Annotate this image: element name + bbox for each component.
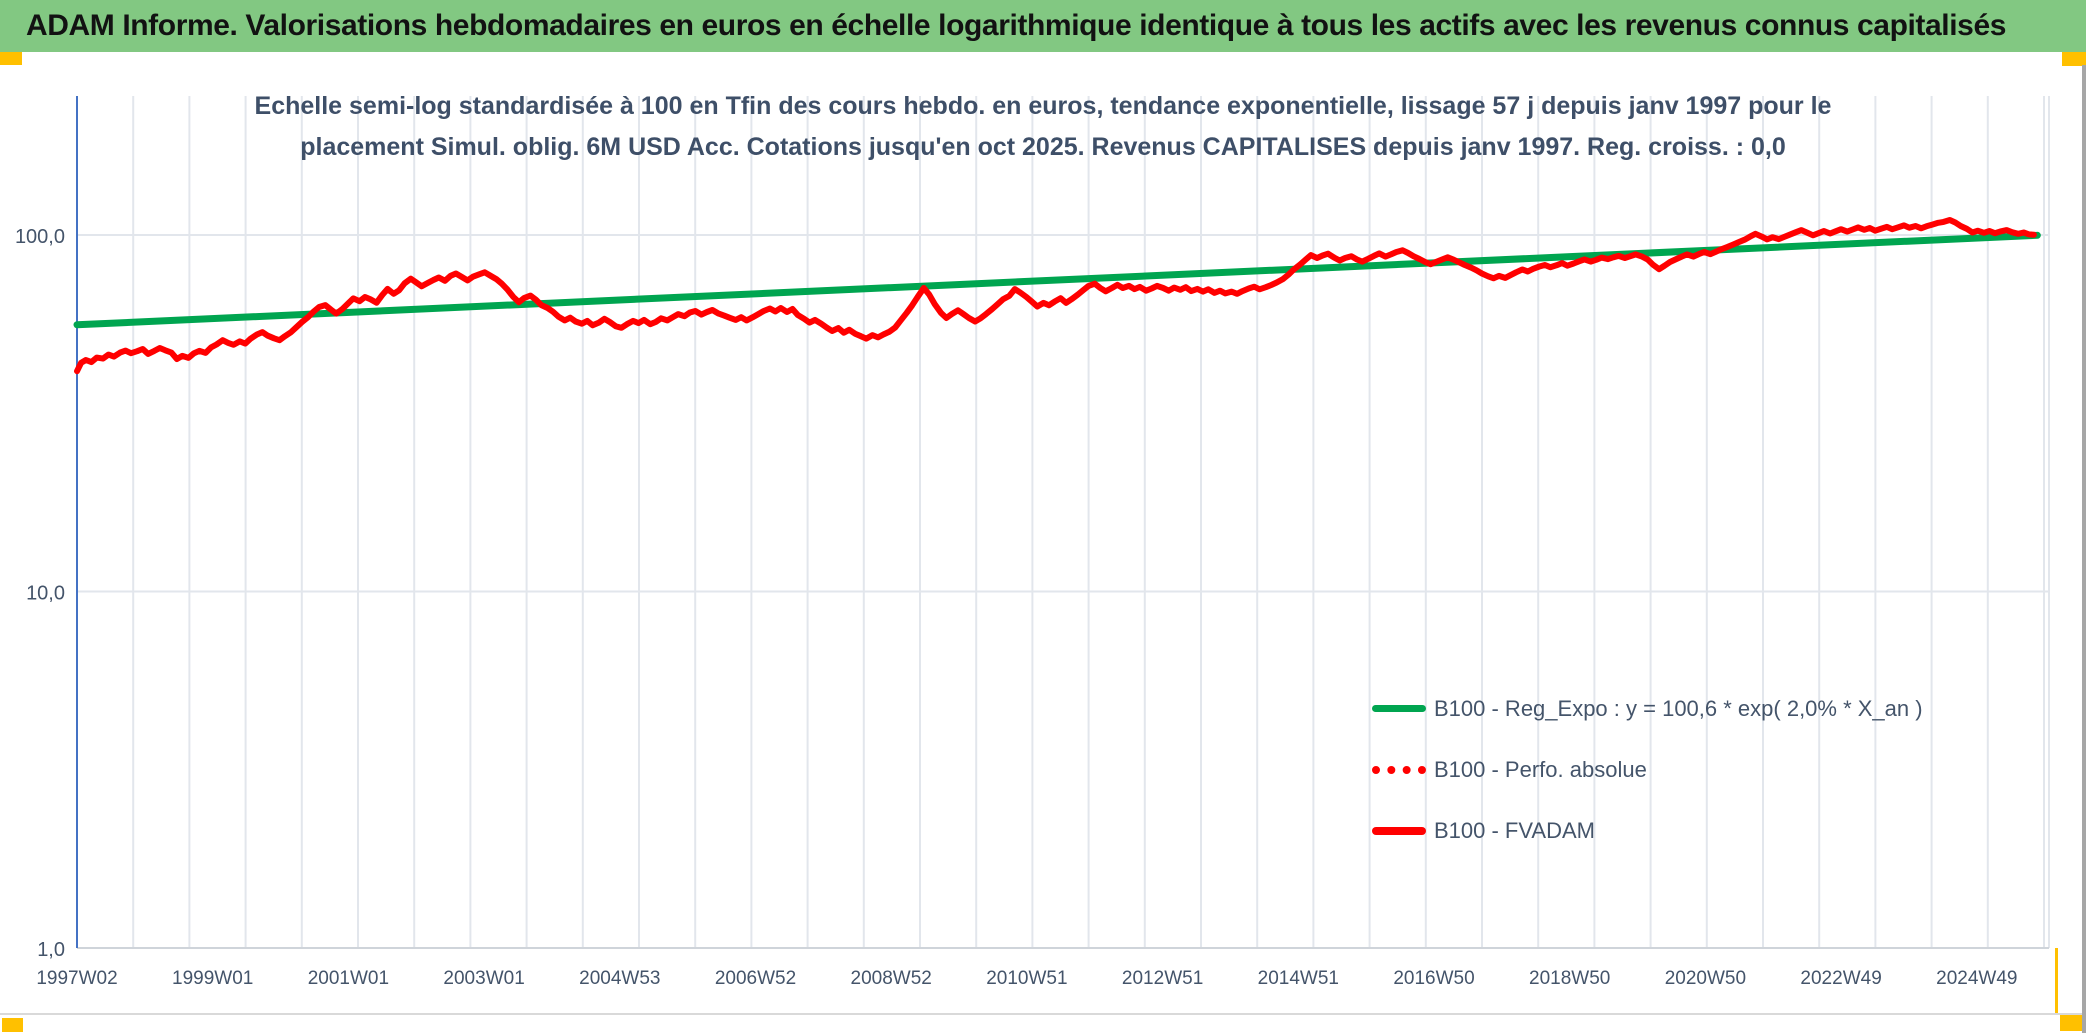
report-header-title: ADAM Informe. Valorisations hebdomadaire… (26, 9, 2007, 42)
legend-label: B100 - Perfo. absolue (1434, 756, 1647, 782)
x-tick-label: 2020W50 (1665, 968, 1746, 989)
y-tick-label: 10,0 (26, 583, 65, 605)
chart-legend: B100 - Reg_Expo : y = 100,6 * exp( 2,0% … (1372, 678, 1923, 861)
report-header: ADAM Informe. Valorisations hebdomadaire… (0, 0, 2086, 52)
x-tick-label: 1997W02 (36, 968, 117, 989)
legend-item-reg-expo[interactable]: B100 - Reg_Expo : y = 100,6 * exp( 2,0% … (1372, 678, 1923, 739)
sheet-bottom-rule (0, 1013, 2082, 1015)
series-reg-expo-line (73, 231, 2041, 329)
x-tick-label: 2014W51 (1258, 968, 1339, 989)
chart-title: Echelle semi-log standardisée à 100 en T… (254, 92, 1832, 161)
y-tick-label: 1,0 (37, 939, 65, 961)
legend-item-perfo-absolue[interactable]: B100 - Perfo. absolue (1372, 739, 1923, 800)
x-tick-label: 2006W52 (715, 968, 796, 989)
y-tick-label: 100,0 (15, 226, 65, 248)
sheet-accent-bottom-left (2, 1018, 23, 1032)
sheet-accent-top-right (2062, 52, 2086, 66)
sheet-accent-top-left (0, 52, 22, 65)
sheet-accent-right-line (2055, 948, 2058, 1014)
x-tick-label: 2016W50 (1393, 968, 1474, 989)
x-tick-label: 2024W49 (1936, 968, 2017, 989)
x-tick-label: 2018W50 (1529, 968, 1610, 989)
x-tick-label: 2001W01 (308, 968, 389, 989)
legend-swatch-red-line (1372, 826, 1426, 835)
legend-label: B100 - Reg_Expo : y = 100,6 * exp( 2,0% … (1434, 695, 1923, 721)
x-tick-label: 2012W51 (1122, 968, 1203, 989)
x-tick-label: 2008W52 (851, 968, 932, 989)
legend-label: B100 - FVADAM (1434, 817, 1595, 843)
series-fvadam-line (74, 217, 2037, 375)
x-tick-label: 2003W01 (443, 968, 524, 989)
sheet-edge-strip (2082, 65, 2086, 1033)
legend-swatch-green-line (1372, 705, 1426, 712)
x-tick-label: 2010W51 (986, 968, 1067, 989)
x-tick-label: 2004W53 (579, 968, 660, 989)
x-tick-label: 1999W01 (172, 968, 253, 989)
legend-swatch-red-dotted (1372, 765, 1426, 774)
sheet-accent-bottom-right (2060, 1013, 2086, 1031)
legend-item-fvadam[interactable]: B100 - FVADAM (1372, 800, 1923, 861)
x-tick-label: 2022W49 (1800, 968, 1881, 989)
